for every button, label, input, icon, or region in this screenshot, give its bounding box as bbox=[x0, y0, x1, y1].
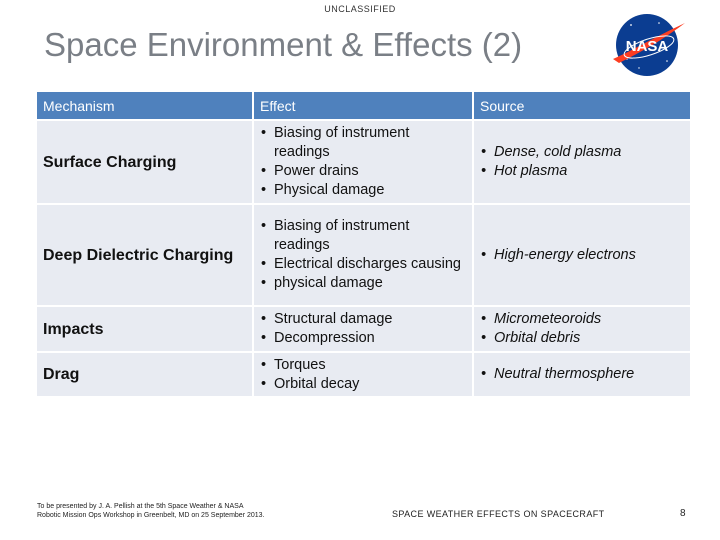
mechanisms-table: Mechanism Effect Source Surface Charging… bbox=[37, 92, 690, 396]
list-item: Micrometeoroids bbox=[480, 310, 684, 329]
header-source: Source bbox=[473, 92, 690, 120]
list-item: Neutral thermosphere bbox=[480, 365, 684, 384]
list-item: Electrical discharges causing bbox=[260, 255, 466, 274]
source-cell: Micrometeoroids Orbital debris bbox=[473, 305, 690, 352]
header-effect: Effect bbox=[253, 92, 474, 120]
nasa-logo-icon: NASA bbox=[613, 14, 685, 76]
list-item: Biasing of instrument readings bbox=[260, 217, 466, 255]
effect-cell: Structural damage Decompression bbox=[253, 305, 474, 352]
list-item: Power drains bbox=[260, 162, 466, 181]
list-item: Orbital debris bbox=[480, 329, 684, 348]
source-cell: High-energy electrons bbox=[473, 203, 690, 306]
list-item: High-energy electrons bbox=[480, 246, 684, 265]
table-row: Impacts Structural damage Decompression … bbox=[37, 305, 690, 352]
page-number: 8 bbox=[680, 508, 686, 519]
source-cell: Neutral thermosphere bbox=[473, 351, 690, 396]
list-item: Hot plasma bbox=[480, 162, 684, 181]
source-cell: Dense, cold plasma Hot plasma bbox=[473, 119, 690, 204]
header-mechanism: Mechanism bbox=[37, 92, 254, 120]
list-item: Orbital decay bbox=[260, 375, 466, 394]
list-item: physical damage bbox=[260, 274, 466, 293]
nasa-logo-text: NASA bbox=[626, 38, 669, 55]
table-header-row: Mechanism Effect Source bbox=[37, 92, 690, 120]
presentation-note-line: Robotic Mission Ops Workshop in Greenbel… bbox=[37, 512, 265, 519]
effect-cell: Biasing of instrument readings Electrica… bbox=[253, 203, 474, 306]
footer-title: SPACE WEATHER EFFECTS ON SPACECRAFT bbox=[392, 509, 605, 519]
list-item: Decompression bbox=[260, 329, 466, 348]
table-row: Deep Dielectric Charging Biasing of inst… bbox=[37, 203, 690, 306]
list-item: Dense, cold plasma bbox=[480, 143, 684, 162]
list-item: Structural damage bbox=[260, 310, 466, 329]
mechanism-cell: Surface Charging bbox=[37, 119, 254, 204]
effect-cell: Biasing of instrument readings Power dra… bbox=[253, 119, 474, 204]
table-row: Drag Torques Orbital decay Neutral therm… bbox=[37, 351, 690, 396]
list-item: Torques bbox=[260, 356, 466, 375]
list-item: Physical damage bbox=[260, 181, 466, 200]
effect-cell: Torques Orbital decay bbox=[253, 351, 474, 396]
mechanism-cell: Drag bbox=[37, 351, 254, 396]
presentation-note-line: To be presented by J. A. Pellish at the … bbox=[37, 503, 244, 510]
mechanism-cell: Impacts bbox=[37, 305, 254, 352]
slide-title: Space Environment & Effects (2) bbox=[44, 26, 523, 63]
table-row: Surface Charging Biasing of instrument r… bbox=[37, 119, 690, 204]
mechanism-cell: Deep Dielectric Charging bbox=[37, 203, 254, 306]
presentation-note: To be presented by J. A. Pellish at the … bbox=[37, 502, 337, 520]
classification-marking: UNCLASSIFIED bbox=[324, 4, 396, 14]
list-item: Biasing of instrument readings bbox=[260, 124, 466, 162]
